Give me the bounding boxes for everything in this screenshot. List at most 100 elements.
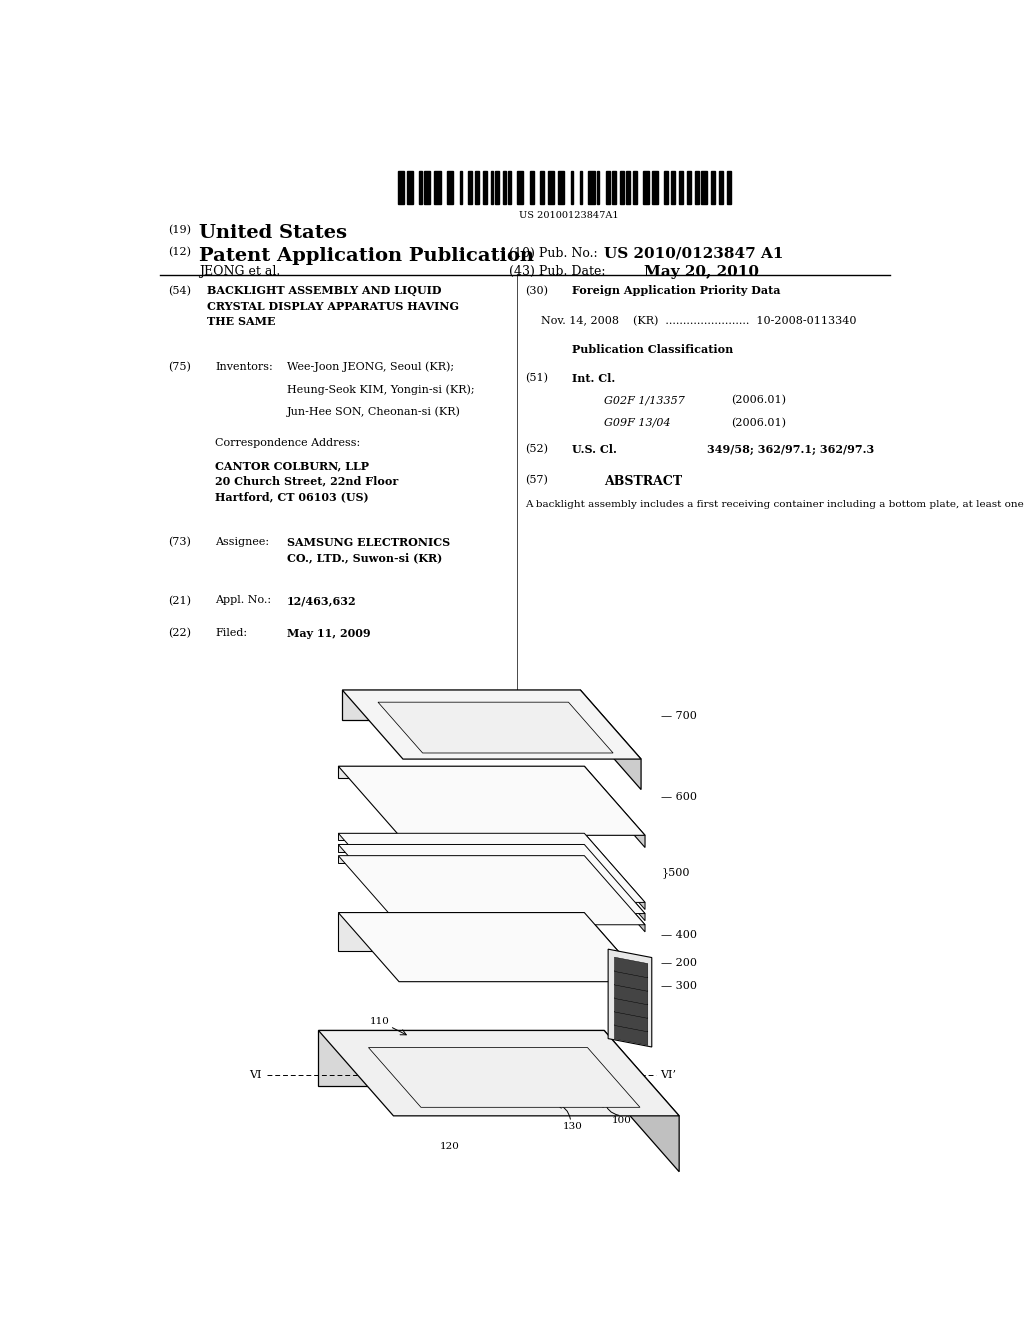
Text: 100: 100 <box>612 1115 632 1125</box>
Bar <box>508 170 511 205</box>
Text: VI’: VI’ <box>659 1071 676 1080</box>
Polygon shape <box>614 957 648 978</box>
Bar <box>468 170 472 205</box>
Text: May 20, 2010: May 20, 2010 <box>644 265 759 279</box>
Bar <box>397 170 404 205</box>
Polygon shape <box>585 766 645 847</box>
Polygon shape <box>338 766 585 779</box>
Text: Jun-Hee SON, Cheonan-si (KR): Jun-Hee SON, Cheonan-si (KR) <box>287 407 461 417</box>
Text: JEONG et al.: JEONG et al. <box>200 265 281 279</box>
Text: (22): (22) <box>168 628 190 639</box>
Bar <box>694 170 698 205</box>
Text: (12): (12) <box>168 247 190 257</box>
Text: 349/58; 362/97.1; 362/97.3: 349/58; 362/97.1; 362/97.3 <box>708 444 874 455</box>
Text: (2006.01): (2006.01) <box>731 395 786 405</box>
Bar <box>517 170 523 205</box>
Bar <box>570 170 573 205</box>
Text: US 2010/0123847 A1: US 2010/0123847 A1 <box>604 247 783 261</box>
Polygon shape <box>378 702 613 752</box>
Bar <box>419 170 422 205</box>
Bar <box>424 170 430 205</box>
Bar <box>504 170 506 205</box>
Bar <box>606 170 609 205</box>
Bar <box>529 170 534 205</box>
Bar <box>643 170 649 205</box>
Bar <box>665 170 669 205</box>
Text: Correspondence Address:: Correspondence Address: <box>215 438 360 447</box>
Bar <box>475 170 479 205</box>
Text: — 600: — 600 <box>662 792 697 801</box>
Bar <box>558 170 564 205</box>
Text: (2006.01): (2006.01) <box>731 417 786 428</box>
Text: SAMSUNG ELECTRONICS
CO., LTD., Suwon-si (KR): SAMSUNG ELECTRONICS CO., LTD., Suwon-si … <box>287 536 450 564</box>
Bar <box>621 170 624 205</box>
Text: — 200: — 200 <box>662 958 697 969</box>
Text: G02F 1/13357: G02F 1/13357 <box>604 395 685 405</box>
Bar <box>727 170 731 205</box>
Bar <box>490 170 494 205</box>
Polygon shape <box>318 1031 604 1086</box>
Text: VI: VI <box>249 1071 261 1080</box>
Bar <box>652 170 658 205</box>
Polygon shape <box>369 1048 640 1107</box>
Text: 110: 110 <box>370 1018 390 1027</box>
Text: Assignee:: Assignee: <box>215 536 269 546</box>
Polygon shape <box>338 833 645 903</box>
Polygon shape <box>585 833 645 909</box>
Polygon shape <box>581 690 641 789</box>
Text: 12/463,632: 12/463,632 <box>287 595 356 606</box>
Text: — 700: — 700 <box>662 711 697 722</box>
Polygon shape <box>338 912 645 982</box>
Polygon shape <box>342 690 581 721</box>
Text: (54): (54) <box>168 285 190 296</box>
Text: Appl. No.:: Appl. No.: <box>215 595 271 606</box>
Text: (51): (51) <box>524 372 548 383</box>
Text: 120: 120 <box>439 1142 460 1151</box>
Text: (57): (57) <box>524 474 548 484</box>
Text: (30): (30) <box>524 285 548 296</box>
Text: }500: }500 <box>662 867 690 878</box>
Text: Publication Classification: Publication Classification <box>572 345 733 355</box>
Text: May 11, 2009: May 11, 2009 <box>287 628 371 639</box>
Polygon shape <box>604 1031 679 1172</box>
Text: BACKLIGHT ASSEMBLY AND LIQUID
CRYSTAL DISPLAY APPARATUS HAVING
THE SAME: BACKLIGHT ASSEMBLY AND LIQUID CRYSTAL DI… <box>207 285 460 327</box>
Text: Patent Application Publication: Patent Application Publication <box>200 247 535 265</box>
Polygon shape <box>338 845 645 913</box>
Bar <box>434 170 440 205</box>
Polygon shape <box>342 690 641 759</box>
Polygon shape <box>614 1024 648 1045</box>
Text: 130: 130 <box>563 1122 583 1131</box>
Text: (75): (75) <box>168 362 190 372</box>
Text: Inventors:: Inventors: <box>215 362 273 372</box>
Text: G09F 13/04: G09F 13/04 <box>604 417 671 428</box>
Text: US 20100123847A1: US 20100123847A1 <box>518 211 618 220</box>
Text: U.S. Cl.: U.S. Cl. <box>572 444 617 455</box>
Text: — 300: — 300 <box>662 981 697 991</box>
Polygon shape <box>614 998 648 1018</box>
Polygon shape <box>585 845 645 921</box>
Text: United States: United States <box>200 224 347 243</box>
Bar <box>712 170 716 205</box>
Polygon shape <box>338 855 585 863</box>
Text: Wee-Joon JEONG, Seoul (KR);: Wee-Joon JEONG, Seoul (KR); <box>287 362 454 372</box>
Text: (52): (52) <box>524 444 548 454</box>
Polygon shape <box>318 1031 679 1115</box>
Polygon shape <box>585 912 645 1020</box>
Text: — 400: — 400 <box>662 929 697 940</box>
Text: Foreign Application Priority Data: Foreign Application Priority Data <box>572 285 781 297</box>
Polygon shape <box>614 985 648 1005</box>
Text: A backlight assembly includes a first receiving container including a bottom pla: A backlight assembly includes a first re… <box>524 500 1024 510</box>
Text: (73): (73) <box>168 536 190 546</box>
Polygon shape <box>338 833 585 841</box>
Polygon shape <box>338 855 645 925</box>
Text: Int. Cl.: Int. Cl. <box>572 372 615 384</box>
Text: CANTOR COLBURN, LLP
20 Church Street, 22nd Floor
Hartford, CT 06103 (US): CANTOR COLBURN, LLP 20 Church Street, 22… <box>215 461 398 503</box>
Bar <box>496 170 500 205</box>
Bar <box>627 170 631 205</box>
Text: (10) Pub. No.:: (10) Pub. No.: <box>509 247 598 260</box>
Bar <box>671 170 675 205</box>
Polygon shape <box>338 845 585 851</box>
Text: (19): (19) <box>168 224 190 235</box>
Text: (21): (21) <box>168 595 190 606</box>
Bar <box>447 170 454 205</box>
